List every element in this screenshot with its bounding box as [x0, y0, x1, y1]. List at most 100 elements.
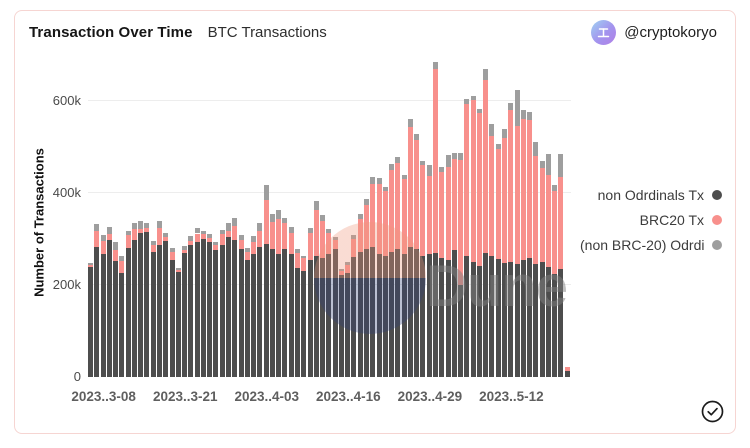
stacked-bar[interactable] — [483, 61, 489, 377]
y-tick-label: 0 — [73, 369, 81, 384]
stacked-bar[interactable] — [389, 61, 395, 377]
stacked-bar[interactable] — [163, 61, 169, 377]
bar-segment — [520, 110, 526, 120]
bar-segment — [364, 198, 369, 205]
stacked-bar[interactable] — [470, 61, 476, 377]
stacked-bar[interactable] — [489, 61, 495, 377]
stacked-bar[interactable] — [458, 61, 464, 377]
stacked-bar[interactable] — [257, 61, 263, 377]
stacked-bar[interactable] — [464, 61, 470, 377]
bar-segment — [495, 144, 501, 149]
stacked-bar[interactable] — [533, 61, 539, 377]
bar-segment — [420, 256, 426, 377]
stacked-bar[interactable] — [426, 61, 432, 377]
stacked-bar[interactable] — [558, 61, 564, 377]
stacked-bar[interactable] — [495, 61, 501, 377]
stacked-bar[interactable] — [395, 61, 401, 377]
stacked-bar[interactable] — [520, 61, 526, 377]
stacked-bar[interactable] — [276, 61, 282, 377]
stacked-bar[interactable] — [326, 61, 332, 377]
stacked-bar[interactable] — [301, 61, 307, 377]
stacked-bar[interactable] — [157, 61, 162, 377]
bar-segment — [326, 232, 332, 254]
stacked-bar[interactable] — [527, 61, 533, 377]
stacked-bar[interactable] — [232, 61, 238, 377]
stacked-bar[interactable] — [370, 61, 376, 377]
stacked-bar[interactable] — [407, 61, 413, 377]
bar-segment — [188, 240, 194, 245]
stacked-bar[interactable] — [295, 61, 300, 377]
bar-segment — [520, 119, 526, 260]
stacked-bar[interactable] — [439, 61, 445, 377]
bar-segment — [483, 68, 489, 81]
stacked-bar[interactable] — [207, 61, 213, 377]
stacked-bar[interactable] — [433, 61, 438, 377]
stacked-bar[interactable] — [313, 61, 319, 377]
stacked-bar[interactable] — [94, 61, 100, 377]
stacked-bar[interactable] — [552, 61, 558, 377]
stacked-bar[interactable] — [508, 61, 514, 377]
bar-segment — [351, 239, 357, 258]
stacked-bar[interactable] — [138, 61, 144, 377]
stacked-bar[interactable] — [514, 61, 520, 377]
stacked-bar[interactable] — [194, 61, 200, 377]
bar-segment — [150, 244, 156, 252]
bar-segment — [295, 268, 300, 377]
stacked-bar[interactable] — [188, 61, 194, 377]
stacked-bar[interactable] — [545, 61, 551, 377]
legend-item-non-ordinals[interactable]: non Odrdinals Tx — [598, 187, 722, 203]
stacked-bar[interactable] — [131, 61, 137, 377]
stacked-bar[interactable] — [382, 61, 388, 377]
stacked-bar[interactable] — [269, 61, 275, 377]
stacked-bar[interactable] — [226, 61, 231, 377]
stacked-bar[interactable] — [564, 61, 570, 377]
author-byline[interactable]: @cryptokoryo — [591, 20, 717, 45]
bar-segment — [464, 256, 470, 377]
bar-segment — [370, 247, 376, 377]
stacked-bar[interactable] — [445, 61, 451, 377]
stacked-bar[interactable] — [219, 61, 225, 377]
stacked-bar[interactable] — [238, 61, 244, 377]
stacked-bar[interactable] — [244, 61, 250, 377]
stacked-bar[interactable] — [282, 61, 288, 377]
stacked-bar[interactable] — [263, 61, 269, 377]
stacked-bar[interactable] — [307, 61, 313, 377]
bar-segment — [307, 227, 313, 233]
verified-check-button[interactable] — [700, 399, 725, 424]
legend-item-non-brc20-ordinals[interactable]: (non BRC-20) Odrdinals Tx — [580, 237, 722, 253]
stacked-bar[interactable] — [345, 61, 351, 377]
stacked-bar[interactable] — [125, 61, 131, 377]
stacked-bar[interactable] — [175, 61, 181, 377]
bar-segment — [125, 248, 131, 377]
stacked-bar[interactable] — [200, 61, 206, 377]
stacked-bar[interactable] — [376, 61, 382, 377]
stacked-bar[interactable] — [119, 61, 125, 377]
stacked-bar[interactable] — [476, 61, 482, 377]
stacked-bar[interactable] — [420, 61, 426, 377]
stacked-bar[interactable] — [320, 61, 326, 377]
stacked-bar[interactable] — [332, 61, 338, 377]
stacked-bar[interactable] — [364, 61, 369, 377]
stacked-bar[interactable] — [251, 61, 257, 377]
stacked-bar[interactable] — [401, 61, 407, 377]
stacked-bar[interactable] — [539, 61, 545, 377]
legend-item-brc20[interactable]: BRC20 Tx — [640, 212, 722, 228]
stacked-bar[interactable] — [144, 61, 150, 377]
stacked-bar[interactable] — [351, 61, 357, 377]
stacked-bar[interactable] — [182, 61, 188, 377]
stacked-bar[interactable] — [100, 61, 106, 377]
stacked-bar[interactable] — [150, 61, 156, 377]
stacked-bar[interactable] — [169, 61, 175, 377]
stacked-bar[interactable] — [414, 61, 420, 377]
stacked-bar[interactable] — [338, 61, 344, 377]
stacked-bar[interactable] — [113, 61, 119, 377]
stacked-bar[interactable] — [357, 61, 363, 377]
stacked-bar[interactable] — [502, 61, 507, 377]
stacked-bar[interactable] — [88, 61, 93, 377]
stacked-bar[interactable] — [213, 61, 219, 377]
stacked-bar[interactable] — [288, 61, 294, 377]
legend-label: non Odrdinals Tx — [597, 187, 704, 203]
stacked-bar[interactable] — [106, 61, 112, 377]
stacked-bar[interactable] — [451, 61, 457, 377]
author-handle[interactable]: @cryptokoryo — [624, 24, 717, 41]
